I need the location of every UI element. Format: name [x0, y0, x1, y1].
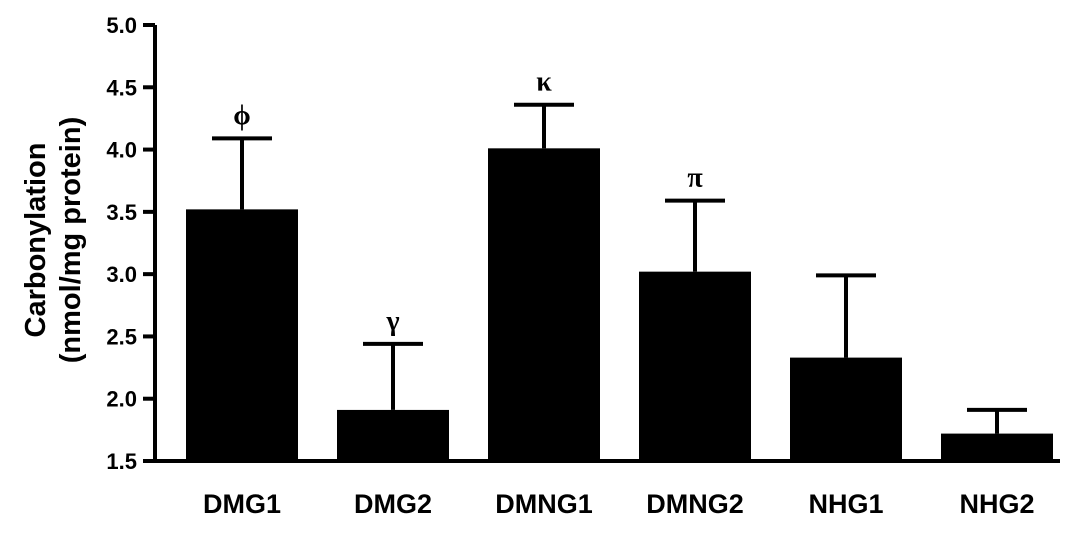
bar-nhg1 — [790, 357, 902, 461]
y-tick-label: 2.5 — [106, 324, 137, 349]
x-tick-label: DMNG1 — [495, 489, 593, 519]
y-tick-label: 1.5 — [106, 449, 137, 474]
y-tick-label: 2.0 — [106, 387, 137, 412]
x-tick-label: NHG2 — [959, 489, 1034, 519]
significance-label: ϕ — [233, 100, 250, 131]
x-tick-label: DMNG2 — [646, 489, 744, 519]
bars — [186, 102, 1053, 461]
significance-label: γ — [385, 306, 399, 337]
x-tick-label: DMG2 — [354, 489, 432, 519]
x-tick-label: NHG1 — [808, 489, 883, 519]
y-tick-label: 4.5 — [106, 75, 137, 100]
bar-dmg2 — [337, 409, 449, 461]
significance-label: κ — [536, 67, 552, 98]
y-tick-label: 5.0 — [106, 13, 137, 38]
y-tick-label: 3.5 — [106, 200, 137, 225]
y-axis-label: Carbonylation — [20, 143, 52, 338]
bar-dmng2 — [639, 271, 751, 461]
x-tick-label: DMG1 — [203, 489, 281, 519]
significance-label: π — [687, 163, 703, 194]
bar-nhg2 — [941, 433, 1053, 461]
y-tick-label: 4.0 — [106, 138, 137, 163]
axes: 1.5 2.0 2.5 3.0 3.5 4.0 4.5 5.0 — [106, 13, 1060, 474]
y-tick-label: 3.0 — [106, 262, 137, 287]
y-axis-label-units: (nmol/mg protein) — [55, 117, 87, 363]
labels: DMG1 ϕ DMG2 γ DMNG1 κ DMNG2 π NHG1 NHG2 — [203, 67, 1035, 519]
bar-dmg1 — [186, 209, 298, 461]
bar-dmng1 — [488, 148, 600, 461]
